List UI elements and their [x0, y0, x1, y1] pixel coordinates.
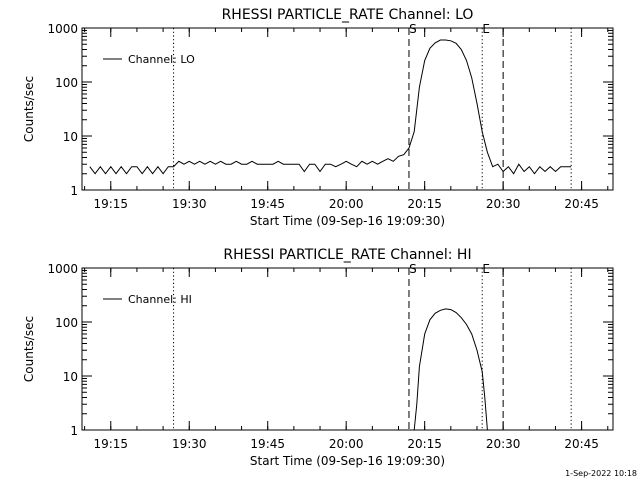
panel-1-y-tick-label: 1000 — [47, 22, 78, 36]
panel-1-marker-label: S — [409, 22, 417, 36]
panel-1-x-axis-label: Start Time (09-Sep-16 19:09:30) — [250, 214, 445, 228]
panel-1-y-tick-label: 1 — [70, 184, 78, 198]
panel-2-x-tick-label: 19:45 — [250, 437, 285, 451]
panel-2-chart-title: RHESSI PARTICLE_RATE Channel: HI — [223, 247, 471, 263]
panel-1-marker-label: E — [482, 22, 490, 36]
panel-2-x-tick-label: 19:15 — [93, 437, 128, 451]
panel-1-y-axis-label: Counts/sec — [22, 76, 36, 142]
panel-1-x-tick-label: 20:00 — [329, 197, 364, 211]
panel-1-y-tick-label: 100 — [55, 76, 78, 90]
panel-1-x-tick-label: 19:45 — [250, 197, 285, 211]
panel-2-x-tick-label: 20:00 — [329, 437, 364, 451]
panel-2-y-tick-label: 1000 — [47, 262, 78, 276]
panel-2-legend-label: Channel: HI — [128, 293, 192, 306]
panel-1-plot-frame — [81, 27, 614, 191]
panel-1-x-tick-label: 19:15 — [93, 197, 128, 211]
panel-1-y-tick-label: 10 — [63, 130, 78, 144]
panel-2-marker-label: E — [482, 262, 490, 276]
panel-2-y-tick-label: 100 — [55, 316, 78, 330]
panel-1-legend-label: Channel: LO — [128, 53, 195, 66]
panel-2-plot-frame — [81, 267, 614, 431]
panel-2-x-tick-label: 20:45 — [564, 437, 599, 451]
panel-1-x-tick-label: 20:15 — [407, 197, 442, 211]
panel-2-x-tick-label: 20:15 — [407, 437, 442, 451]
panel-1-x-tick-label: 20:30 — [486, 197, 521, 211]
panel-2-y-tick-label: 1 — [70, 424, 78, 438]
panel-2-y-axis-label: Counts/sec — [22, 316, 36, 382]
panel-1-chart-title: RHESSI PARTICLE_RATE Channel: LO — [222, 7, 474, 23]
panel-2-series-line — [413, 308, 488, 431]
panel-1-series-line — [89, 39, 572, 175]
panel-2-y-tick-label: 10 — [63, 370, 78, 384]
panel-2-x-tick-label: 20:30 — [486, 437, 521, 451]
panel-1-x-tick-label: 20:45 — [564, 197, 599, 211]
panel-2-marker-label: S — [409, 262, 417, 276]
panel-2-x-axis-label: Start Time (09-Sep-16 19:09:30) — [250, 454, 445, 468]
panel-2-x-tick-label: 19:30 — [172, 437, 207, 451]
panel-1-x-tick-label: 19:30 — [172, 197, 207, 211]
